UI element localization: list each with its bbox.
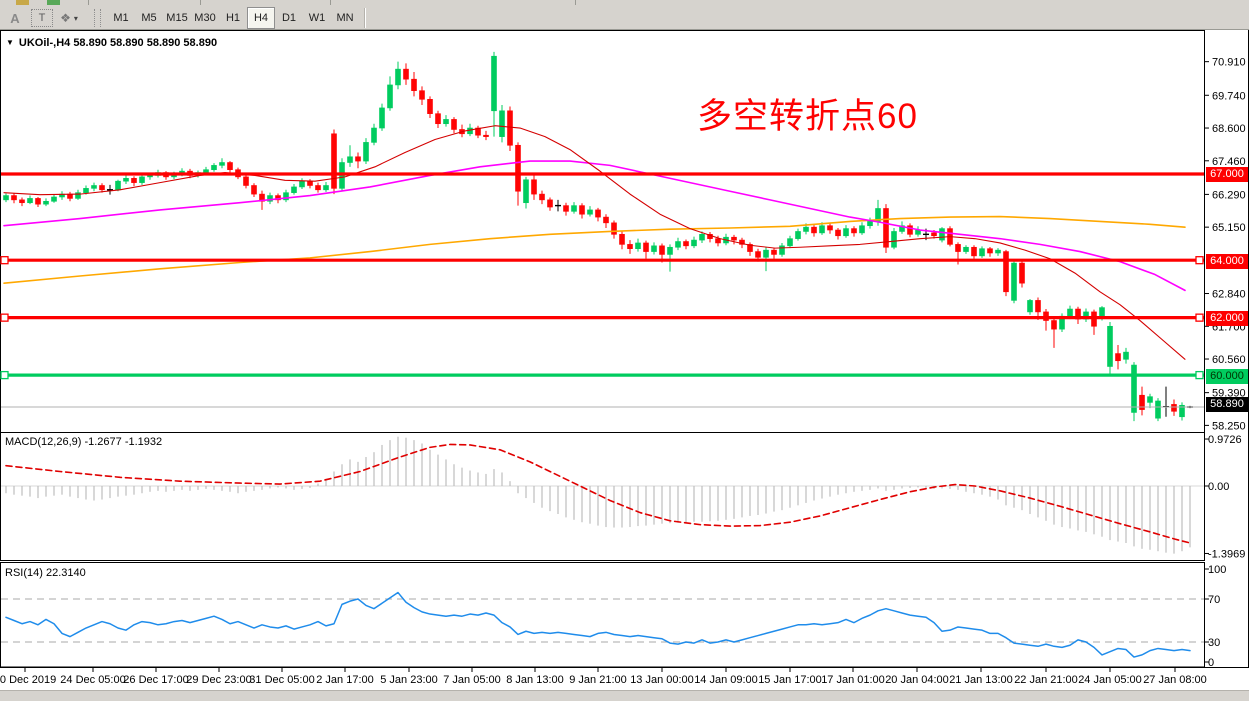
chart-canvas[interactable]: 70.910 69.740 68.600 67.460 66.290 65.150 62.8…: [0, 30, 1249, 701]
rsi-level-lines: [1, 598, 1204, 643]
ma-fast-line: [3, 125, 1186, 360]
current-price-label: 58.890: [1206, 397, 1248, 412]
svg-text:62.840: 62.840: [1212, 289, 1246, 301]
svg-text:9 Jan 21:00: 9 Jan 21:00: [569, 674, 627, 686]
price-level-label-60: 60.000: [1206, 369, 1248, 384]
price-axis[interactable]: 70.910 69.740 68.600 67.460 66.290 65.150 62.8…: [1204, 57, 1246, 433]
svg-text:22 Jan 21:00: 22 Jan 21:00: [1014, 674, 1078, 686]
macd-signal-line: [5, 443, 1193, 545]
svg-text:68.600: 68.600: [1212, 123, 1246, 135]
svg-text:24 Dec 05:00: 24 Dec 05:00: [60, 674, 125, 686]
macd-histogram: [5, 436, 1191, 554]
svg-text:7 Jan 05:00: 7 Jan 05:00: [443, 674, 501, 686]
chart-title: ▼ UKOil-,H4 58.890 58.890 58.890 58.890: [6, 37, 217, 49]
timeframe-button-m30[interactable]: M30: [194, 12, 216, 24]
timeframe-button-mn[interactable]: MN: [336, 12, 354, 24]
panel-borders: [0, 30, 1249, 668]
svg-text:17 Jan 01:00: 17 Jan 01:00: [821, 674, 885, 686]
rsi-axis: 100 70 30 0: [1204, 564, 1226, 669]
svg-text:58.250: 58.250: [1212, 420, 1246, 432]
svg-text:2 Jan 17:00: 2 Jan 17:00: [316, 674, 374, 686]
price-level-label-62: 62.000: [1206, 311, 1248, 326]
svg-text:0.00: 0.00: [1208, 481, 1229, 493]
ma-mid-line: [3, 160, 1186, 292]
svg-text:20 Jan 04:00: 20 Jan 04:00: [885, 674, 949, 686]
timeframe-button-m15[interactable]: M15: [166, 12, 188, 24]
window-bottom-strip: [0, 690, 1249, 701]
svg-text:15 Jan 17:00: 15 Jan 17:00: [758, 674, 822, 686]
shapes-icon: ❖: [60, 11, 71, 25]
svg-text:26 Dec 17:00: 26 Dec 17:00: [123, 674, 188, 686]
clipped-icon: [47, 0, 60, 5]
svg-text:21 Jan 13:00: 21 Jan 13:00: [949, 674, 1013, 686]
svg-text:65.150: 65.150: [1212, 222, 1246, 234]
chevron-down-icon: ▾: [73, 13, 78, 23]
candles: [3, 51, 1193, 422]
svg-text:100: 100: [1208, 564, 1226, 576]
toolbar-separator: [575, 0, 576, 5]
clipped-icon: [16, 0, 29, 5]
toolbar-separator: [330, 0, 331, 5]
svg-text:13 Jan 00:00: 13 Jan 00:00: [630, 674, 694, 686]
svg-text:30: 30: [1208, 637, 1220, 649]
svg-text:0.9726: 0.9726: [1208, 434, 1242, 446]
rsi-indicator-label: RSI(14) 22.3140: [5, 567, 86, 579]
price-level-label-64: 64.000: [1206, 254, 1248, 269]
macd-axis: 0.9726 0.00 -1.3969: [1204, 434, 1245, 560]
toolbar-clipped-row: [0, 0, 1249, 6]
timeframe-button-m1[interactable]: M1: [113, 12, 129, 24]
svg-text:67.460: 67.460: [1212, 156, 1246, 168]
svg-text:-1.3969: -1.3969: [1208, 548, 1245, 560]
annotation-text[interactable]: 多空转折点60: [697, 97, 918, 136]
svg-text:60.560: 60.560: [1212, 354, 1246, 366]
svg-text:66.290: 66.290: [1212, 189, 1246, 201]
text-annotation-tool-button[interactable]: A: [10, 10, 20, 26]
chart-title-text: UKOil-,H4 58.890 58.890 58.890 58.890: [18, 37, 218, 49]
timeframe-button-d1[interactable]: D1: [281, 12, 297, 24]
toolbar-separator: [88, 0, 89, 5]
toolbar-separator: [364, 8, 366, 28]
timeframe-button-w1[interactable]: W1: [308, 12, 326, 24]
svg-text:14 Jan 09:00: 14 Jan 09:00: [694, 674, 758, 686]
svg-text:70: 70: [1208, 594, 1220, 606]
timeframe-button-h1[interactable]: H1: [225, 12, 241, 24]
svg-text:0: 0: [1208, 657, 1214, 669]
text-label-tool-button[interactable]: T: [31, 9, 53, 27]
svg-text:24 Jan 05:00: 24 Jan 05:00: [1078, 674, 1142, 686]
price-level-lines[interactable]: [0, 172, 1204, 408]
timeframe-button-h4[interactable]: H4: [247, 7, 275, 29]
toolbar-separator: [200, 0, 201, 5]
svg-text:31 Dec 05:00: 31 Dec 05:00: [249, 674, 314, 686]
svg-text:69.740: 69.740: [1212, 90, 1246, 102]
svg-text:8 Jan 13:00: 8 Jan 13:00: [506, 674, 564, 686]
price-level-label-67: 67.000: [1206, 167, 1248, 182]
svg-text:20 Dec 2019: 20 Dec 2019: [0, 674, 56, 686]
symbol-collapse-icon[interactable]: ▼: [6, 38, 14, 47]
svg-text:59.390: 59.390: [1212, 388, 1246, 400]
timeframe-button-m5[interactable]: M5: [141, 12, 157, 24]
toolbar-row: A T ❖ ▾ M1 M5 M15 M30 H1 H4 D1 W1 MN: [0, 6, 1249, 30]
shapes-tool-button[interactable]: ❖ ▾: [55, 7, 83, 29]
macd-indicator-label: MACD(12,26,9) -1.2677 -1.1932: [5, 436, 163, 448]
toolbar-drag-handle[interactable]: [94, 9, 101, 27]
svg-text:27 Jan 08:00: 27 Jan 08:00: [1143, 674, 1207, 686]
svg-text:5 Jan 23:00: 5 Jan 23:00: [380, 674, 438, 686]
svg-text:70.910: 70.910: [1212, 57, 1246, 69]
rsi-line: [5, 591, 1191, 658]
chart-window: [0, 30, 1249, 701]
toolbar: A T ❖ ▾ M1 M5 M15 M30 H1 H4 D1 W1 MN: [0, 0, 1249, 30]
svg-text:29 Dec 23:00: 29 Dec 23:00: [186, 674, 251, 686]
